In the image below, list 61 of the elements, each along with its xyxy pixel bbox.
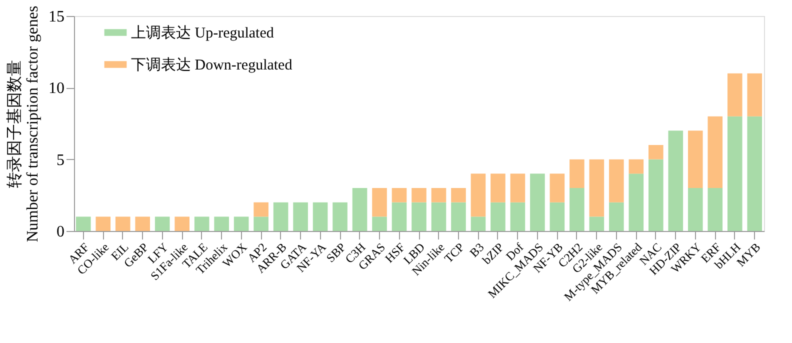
bar: [609, 159, 624, 202]
bar: [431, 188, 446, 202]
bar: [570, 188, 584, 231]
bar: [530, 174, 545, 231]
bar: [392, 202, 407, 231]
bar: [96, 216, 111, 231]
bar: [470, 174, 486, 217]
bar: [174, 216, 190, 231]
bar: [194, 216, 210, 231]
y-tick-label: 15: [48, 8, 64, 26]
bar: [628, 174, 644, 231]
bar: [372, 188, 387, 217]
bar: [76, 216, 91, 231]
bar: [550, 174, 565, 202]
bar: [648, 159, 664, 231]
bar: [589, 159, 604, 217]
bar: [254, 202, 268, 217]
bar: [688, 130, 703, 188]
bar: [154, 216, 170, 231]
bar: [747, 73, 762, 116]
y-tick-label: 10: [48, 80, 64, 98]
bar: [431, 202, 446, 231]
bar: [708, 116, 723, 188]
bar: [550, 202, 565, 231]
bar: [470, 216, 486, 231]
bar: [451, 188, 466, 202]
bar: [668, 130, 684, 231]
bar: [510, 174, 526, 202]
bar: [451, 202, 466, 231]
bar: [609, 202, 624, 231]
bar: [412, 202, 426, 231]
bar: [727, 73, 742, 116]
bar: [648, 145, 664, 160]
bar: [273, 202, 288, 231]
bar: [214, 216, 229, 231]
legend-label: 下调表达 Down-regulated: [131, 56, 293, 74]
bar: [747, 116, 762, 231]
y-tick-label: 0: [56, 224, 64, 240]
bar: [332, 202, 348, 231]
legend-label: 上调表达 Up-regulated: [131, 24, 274, 42]
bar: [570, 159, 584, 188]
bar: [490, 202, 506, 231]
bar: [589, 216, 604, 231]
bar: [254, 216, 268, 231]
bar: [510, 202, 526, 231]
y-tick-label: 5: [56, 152, 64, 169]
bar: [372, 216, 387, 231]
bar: [628, 159, 644, 174]
bar: [234, 216, 249, 231]
bar: [312, 202, 328, 231]
y-axis-title: 转录因子基因数量 Number of transcription factor genes: [6, 6, 42, 242]
bar: [115, 216, 130, 231]
bar: [490, 174, 506, 202]
bar: [135, 216, 150, 231]
bar: [352, 188, 368, 231]
bar: [392, 188, 407, 202]
bar: [293, 202, 308, 231]
bar: [412, 188, 426, 202]
bar: [688, 188, 703, 231]
bar: [708, 188, 723, 231]
bar: [727, 116, 742, 231]
